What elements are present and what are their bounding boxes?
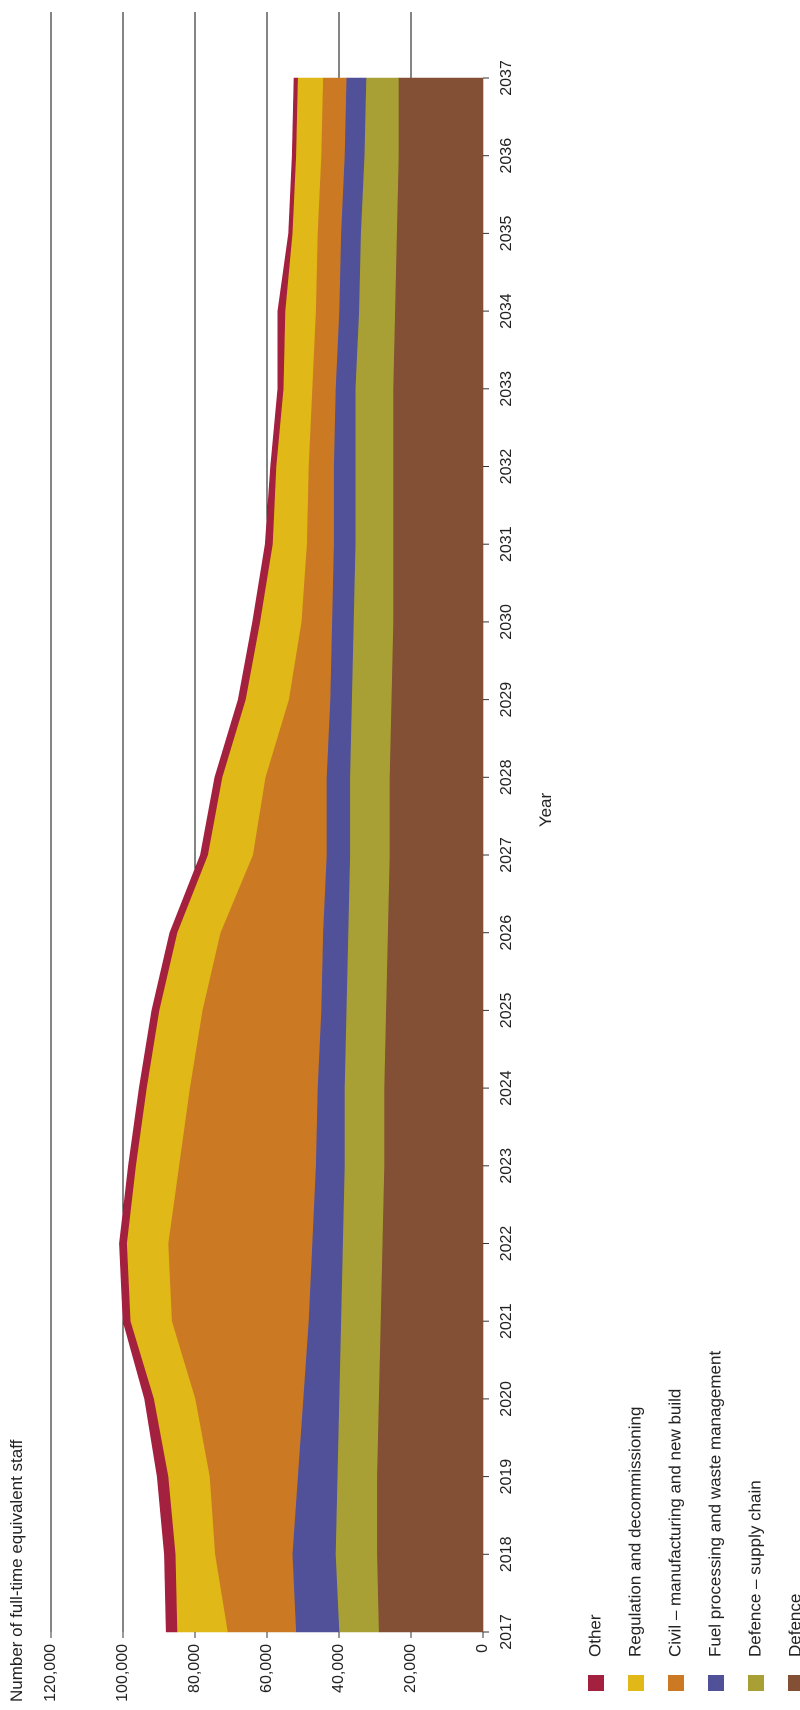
legend-swatch <box>748 1675 764 1691</box>
axes: 0 20,000 40,000 60,000 80,000 100,000 120,000 2… <box>42 60 515 1702</box>
value-tick-label: 80,000 <box>186 1644 203 1693</box>
value-tick-label: 120,000 <box>42 1644 59 1702</box>
year-tick-label: 2031 <box>498 526 515 562</box>
x-axis-title: Year <box>536 792 555 827</box>
year-tick-label: 2018 <box>498 1536 515 1572</box>
year-tick-label: 2019 <box>498 1459 515 1495</box>
legend-swatch <box>668 1675 684 1691</box>
year-tick-label: 2032 <box>498 449 515 485</box>
year-tick-label: 2035 <box>498 216 515 252</box>
legend: Other Regulation and decommissioning Civil… <box>585 1351 800 1691</box>
legend-swatch <box>588 1675 604 1691</box>
year-tick-label: 2023 <box>498 1148 515 1184</box>
year-tick-label: 2029 <box>498 682 515 718</box>
legend-label: Other <box>585 1614 604 1657</box>
year-tick-label: 2020 <box>498 1381 515 1417</box>
value-tick-label: 60,000 <box>258 1644 275 1693</box>
legend-label: Defence – supply chain <box>745 1480 764 1657</box>
legend-swatch <box>788 1675 800 1691</box>
year-tick-label: 2027 <box>498 837 515 873</box>
year-tick-label: 2024 <box>498 1070 515 1106</box>
year-tick-label: 2030 <box>498 604 515 640</box>
legend-swatch <box>708 1675 724 1691</box>
year-tick-label: 2034 <box>498 293 515 329</box>
year-tick-label: 2017 <box>498 1614 515 1650</box>
legend-label: Defence <box>785 1594 800 1657</box>
year-tick-label: 2022 <box>498 1226 515 1262</box>
year-tick-label: 2025 <box>498 993 515 1029</box>
area-6 <box>119 77 298 1633</box>
legend-swatch <box>628 1675 644 1691</box>
year-tick-label: 2033 <box>498 371 515 407</box>
value-tick-label: 0 <box>474 1644 491 1653</box>
legend-label: Fuel processing and waste management <box>705 1351 724 1657</box>
stacked-areas <box>119 77 484 1633</box>
year-tick-label: 2021 <box>498 1303 515 1339</box>
year-tick-label: 2036 <box>498 138 515 174</box>
legend-label: Regulation and decommissioning <box>625 1407 644 1657</box>
year-tick-label: 2037 <box>498 60 515 96</box>
y-axis-title: Number of full-time equivalent staff <box>7 1439 26 1702</box>
legend-label: Civil – manufacturing and new build <box>665 1389 684 1657</box>
value-tick-label: 40,000 <box>330 1644 347 1693</box>
value-tick-label: 20,000 <box>402 1644 419 1693</box>
value-tick-label: 100,000 <box>114 1644 131 1702</box>
year-tick-label: 2026 <box>498 915 515 951</box>
year-tick-label: 2028 <box>498 759 515 795</box>
